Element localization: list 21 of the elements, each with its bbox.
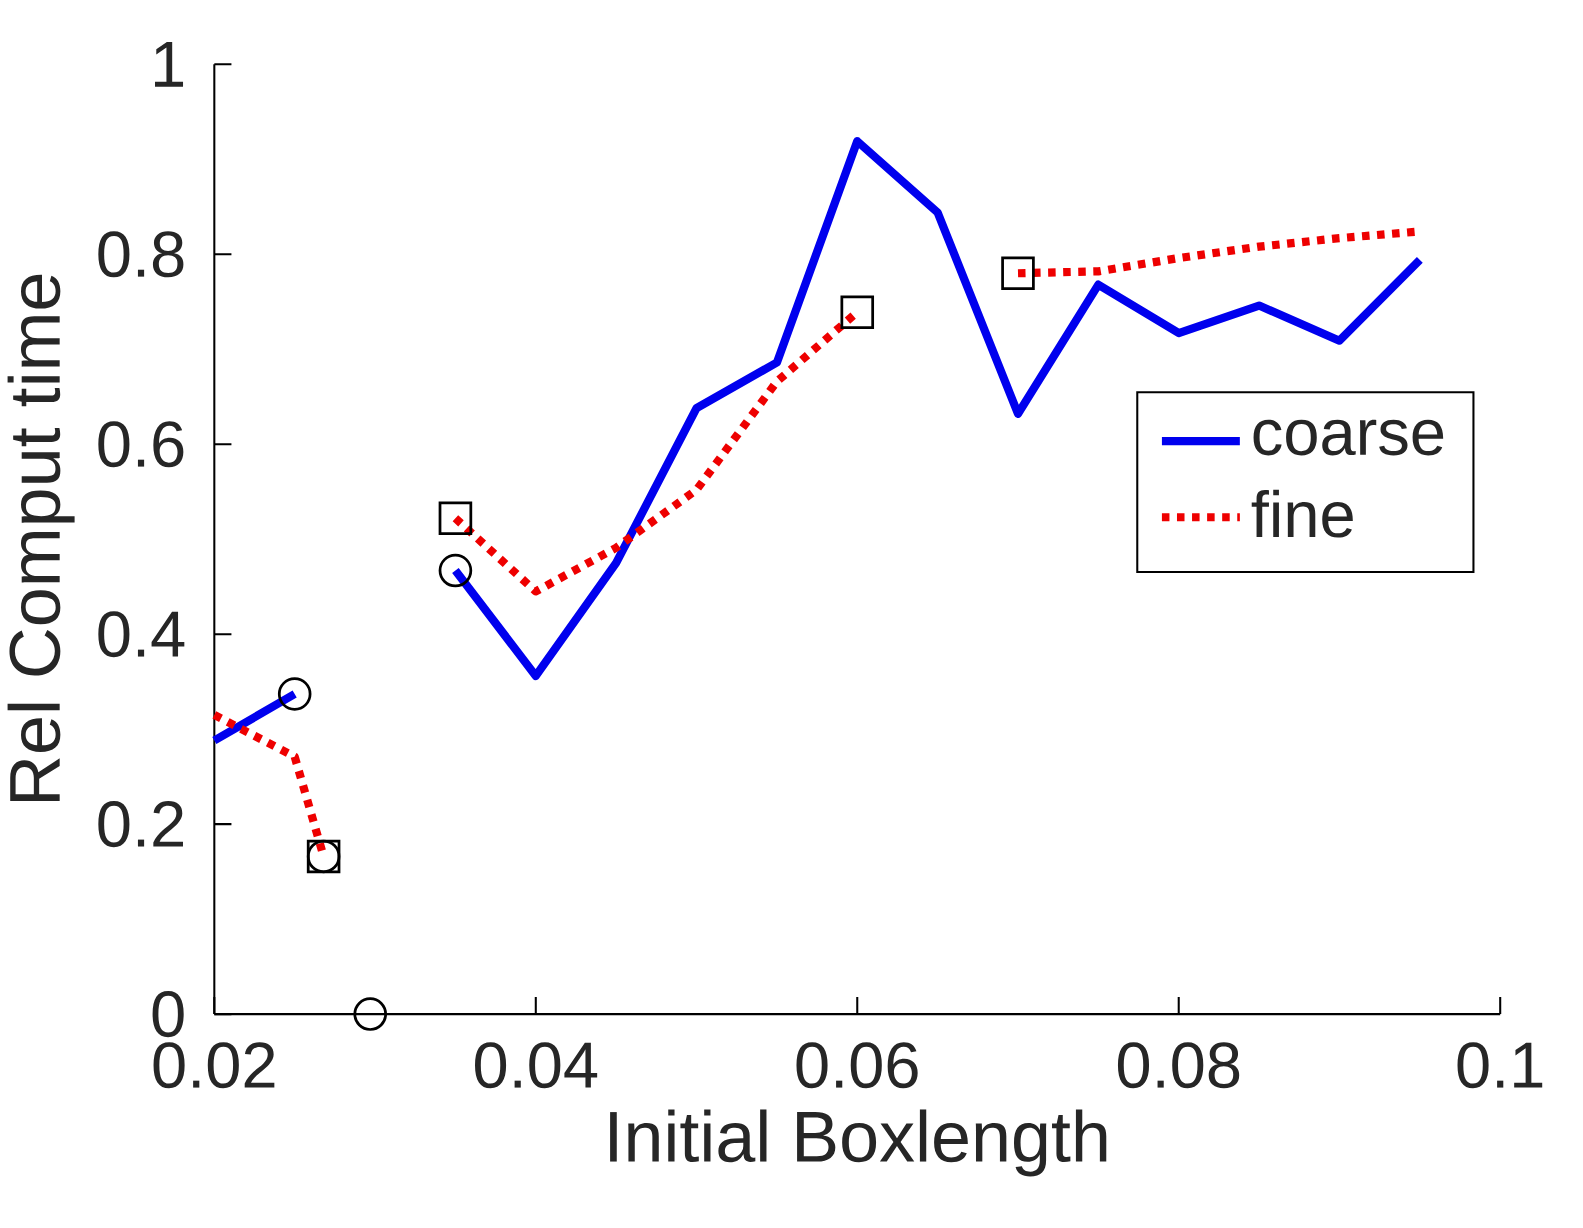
y-tick-label: 0.2	[98, 800, 183, 847]
point	[438, 553, 473, 588]
legend-label: coarse	[1253, 419, 1444, 456]
x-tick-label: 0.08	[1117, 1041, 1240, 1089]
x-tick-label: 0.02	[153, 1041, 275, 1089]
y-tick-label: 0	[152, 990, 184, 1037]
point	[840, 295, 875, 329]
y-tick-label: 0.8	[98, 231, 184, 278]
point	[353, 997, 388, 1031]
point	[277, 677, 312, 711]
x-tick-label: 0.1	[1457, 1041, 1543, 1089]
x-tick-label: 0.06	[796, 1041, 918, 1089]
y-axis-title: Rel Comput time	[7, 274, 75, 801]
x-tick-label: 0.04	[475, 1041, 598, 1089]
y-tick-label: 0.6	[98, 420, 184, 468]
point	[438, 501, 473, 535]
y-tick-label: 1	[155, 41, 184, 87]
point	[1001, 256, 1035, 290]
legend-label: fine	[1251, 489, 1353, 538]
x-axis-title: Initial Boxlength	[610, 1109, 1107, 1177]
y-tick-label: 0.4	[98, 610, 185, 658]
